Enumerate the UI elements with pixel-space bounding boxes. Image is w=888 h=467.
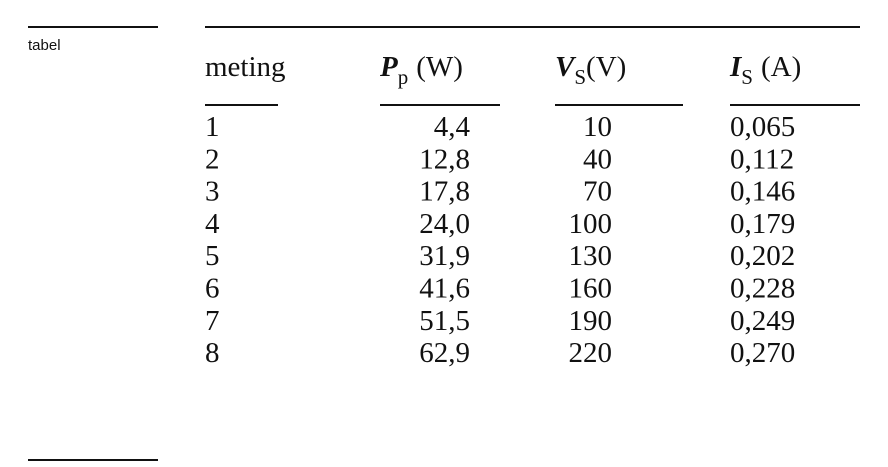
unit: (A) bbox=[761, 51, 801, 83]
table-cell: 7 bbox=[205, 305, 220, 337]
symbol: P bbox=[379, 51, 398, 83]
table-cell: 4 bbox=[205, 208, 220, 240]
table-cell: 0,202 bbox=[730, 240, 795, 272]
symbol: I bbox=[729, 51, 743, 83]
table-cell: 4,4 bbox=[434, 111, 471, 143]
table-cell: 41,6 bbox=[419, 273, 470, 305]
unit: (V) bbox=[586, 51, 626, 83]
table-cell: 0,179 bbox=[730, 208, 795, 240]
symbol: V bbox=[555, 51, 577, 83]
table-cell: 8 bbox=[205, 337, 220, 369]
table-cell: 70 bbox=[583, 176, 612, 208]
table-label: tabel bbox=[28, 37, 61, 54]
table-cell: 17,8 bbox=[419, 176, 470, 208]
table-cell: 10 bbox=[583, 111, 612, 143]
subscript: S bbox=[741, 65, 753, 89]
table-cell: 6 bbox=[205, 273, 220, 305]
table-cell: 31,9 bbox=[419, 240, 470, 272]
table-cell: 0,112 bbox=[730, 143, 794, 175]
header-cell: meting bbox=[205, 51, 286, 83]
table-cell: 12,8 bbox=[419, 143, 470, 175]
table-cell: 0,228 bbox=[730, 273, 795, 305]
table-cell: 100 bbox=[569, 208, 613, 240]
table-cell: 62,9 bbox=[419, 337, 470, 369]
table-cell: 3 bbox=[205, 176, 220, 208]
table-cell: 5 bbox=[205, 240, 220, 272]
table-cell: 1 bbox=[205, 111, 220, 143]
table-cell: 130 bbox=[569, 240, 613, 272]
subscript: S bbox=[574, 65, 586, 89]
subscript: p bbox=[398, 65, 409, 89]
table-cell: 51,5 bbox=[419, 305, 470, 337]
table-cell: 220 bbox=[569, 337, 613, 369]
table-cell: 0,270 bbox=[730, 337, 795, 369]
unit: (W) bbox=[416, 51, 463, 83]
table-cell: 0,146 bbox=[730, 176, 795, 208]
table-cell: 0,249 bbox=[730, 305, 795, 337]
table-cell: 190 bbox=[569, 305, 613, 337]
table-cell: 2 bbox=[205, 143, 220, 175]
header-cell: VS(V) bbox=[555, 51, 626, 89]
table-cell: 0,065 bbox=[730, 111, 795, 143]
table-cell: 40 bbox=[583, 143, 612, 175]
header-cell: Pp (W) bbox=[379, 51, 463, 89]
header-cell: IS (A) bbox=[729, 51, 801, 89]
table-cell: 160 bbox=[569, 273, 613, 305]
table-cell: 24,0 bbox=[419, 208, 470, 240]
